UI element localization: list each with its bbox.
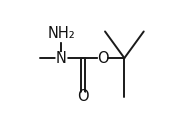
Text: O: O (77, 89, 89, 104)
Text: N: N (56, 51, 67, 66)
Circle shape (98, 54, 107, 62)
Circle shape (56, 53, 67, 63)
Text: NH₂: NH₂ (48, 26, 75, 41)
Circle shape (54, 26, 69, 42)
Circle shape (79, 93, 87, 101)
Text: O: O (97, 51, 108, 66)
